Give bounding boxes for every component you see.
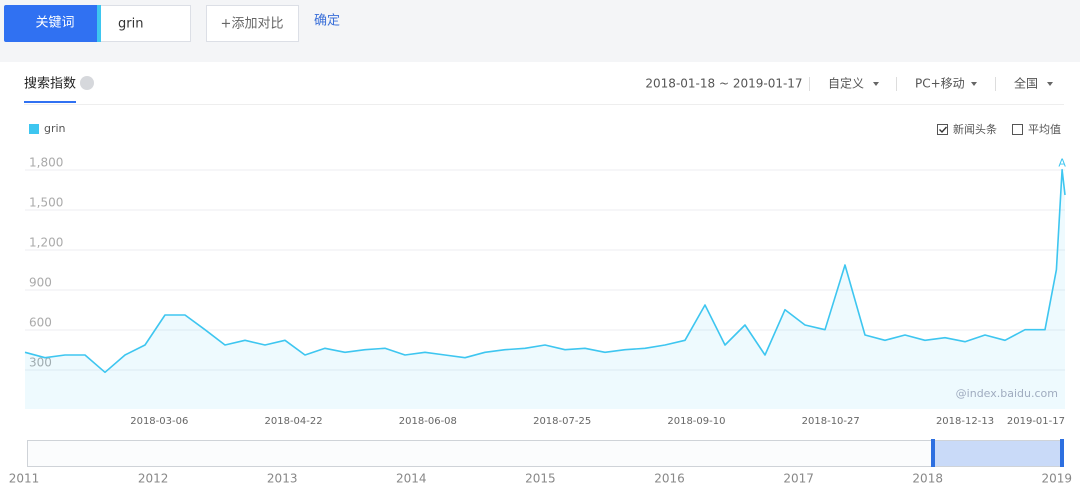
- navigator-year: 2013: [267, 472, 298, 486]
- tab-search-index[interactable]: 搜索指数: [24, 77, 76, 92]
- confirm-link[interactable]: 确定: [314, 14, 340, 29]
- navigator-year: 2016: [654, 472, 685, 486]
- help-icon[interactable]: [80, 76, 94, 90]
- navigator-year: 2015: [525, 472, 556, 486]
- checkmark: [939, 126, 948, 134]
- x-tick-label: 2018-12-13: [936, 416, 994, 427]
- dropdown-arrow: [1047, 82, 1053, 86]
- keyword-tab-label: 关键词: [35, 16, 74, 31]
- navigator-year: 2019: [1042, 472, 1073, 486]
- tab-underline: [24, 101, 76, 103]
- checkbox[interactable]: [1012, 124, 1023, 135]
- series-line: [24, 168, 1066, 374]
- navigator-year: 2011: [9, 472, 40, 486]
- watermark: @index.baidu.com: [956, 387, 1058, 400]
- keyword-tab-button[interactable]: [4, 5, 107, 42]
- y-tick-label: 1,800: [29, 156, 63, 170]
- x-tick-label: 2018-07-25: [533, 416, 591, 427]
- annotation-label: A: [1058, 157, 1066, 170]
- x-tick-label: 2019-01-17: [1007, 416, 1065, 427]
- period-select[interactable]: 自定义: [828, 76, 864, 91]
- dropdown-arrow: [971, 82, 977, 86]
- navigator-year: 2012: [138, 472, 169, 486]
- dropdown-arrow: [873, 82, 879, 86]
- add-compare-button[interactable]: [206, 5, 299, 42]
- x-tick-label: 2018-10-27: [802, 416, 860, 427]
- add-compare-label: +添加对比: [221, 17, 284, 32]
- date-range[interactable]: 2018-01-18 ~ 2019-01-17: [645, 77, 802, 91]
- checkbox-label: 平均值: [1028, 123, 1061, 136]
- navigator-year: 2014: [396, 472, 427, 486]
- keyword-color-bar: [97, 5, 101, 42]
- navigator-handle[interactable]: [931, 439, 935, 467]
- navigator-year: 2018: [912, 472, 943, 486]
- panel: [0, 62, 1080, 494]
- checkbox-label: 新闻头条: [953, 122, 997, 136]
- y-tick-label: 900: [29, 276, 52, 290]
- keyword-text: grin: [118, 17, 143, 32]
- navigator-year: 2017: [783, 472, 814, 486]
- navigator[interactable]: [27, 440, 1063, 467]
- area-fill: [25, 169, 1065, 409]
- y-tick-label: 600: [29, 316, 52, 330]
- x-tick-label: 2018-09-10: [667, 416, 725, 427]
- y-tick-label: 1,200: [29, 236, 63, 250]
- legend-swatch: [29, 124, 39, 134]
- x-tick-label: 2018-03-06: [130, 416, 188, 427]
- device-select[interactable]: PC+移动: [915, 77, 965, 91]
- x-tick-label: 2018-06-08: [399, 416, 457, 427]
- checkbox[interactable]: [937, 124, 948, 135]
- navigator-selection[interactable]: [933, 441, 1062, 466]
- keyword-input[interactable]: [97, 5, 191, 42]
- x-tick-label: 2018-04-22: [265, 416, 323, 427]
- legend-label[interactable]: grin: [44, 122, 66, 135]
- y-tick-label: 1,500: [29, 196, 63, 210]
- y-tick-label: 300: [29, 356, 52, 370]
- region-select[interactable]: 全国: [1014, 76, 1038, 91]
- navigator-handle[interactable]: [1060, 439, 1064, 467]
